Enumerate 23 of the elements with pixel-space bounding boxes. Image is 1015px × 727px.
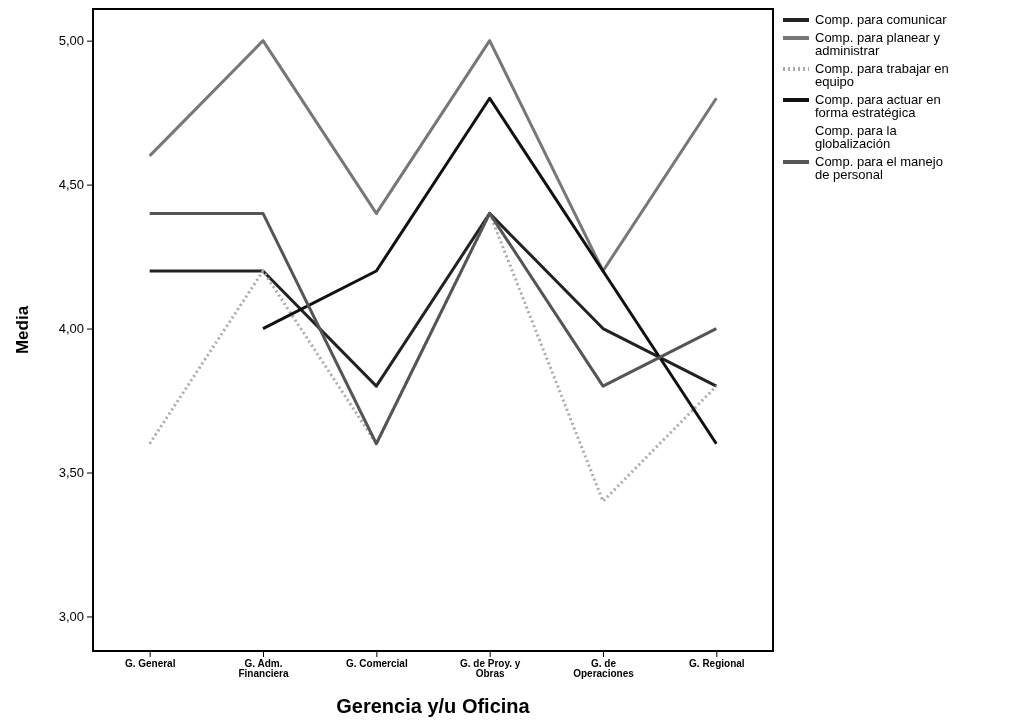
y-axis-title: Media <box>13 305 32 355</box>
x-tick-label: G. Comercial <box>345 658 408 670</box>
line-series <box>148 211 718 446</box>
legend-label: Comp. para comunicar <box>815 12 948 27</box>
x-axis-title: Gerencia y/u Oficina <box>336 695 531 717</box>
legend-label: Comp. para actuar en forma estratégica <box>815 92 941 120</box>
y-tick-label: 4,50 <box>58 177 84 193</box>
y-tick-label: 5,00 <box>58 33 84 49</box>
y-tick-label: 3,00 <box>58 609 84 625</box>
y-tick-label: 4,00 <box>58 321 84 337</box>
legend-label: Comp. para el manejo de personal <box>815 154 943 182</box>
text: Comp. para la globalización <box>815 123 898 151</box>
x-tick-label: G. de Operaciones <box>573 658 635 680</box>
legend-label: Comp. para trabajar en equipo <box>815 61 949 89</box>
x-tick-label: G. Regional <box>689 658 745 670</box>
x-tick-label: G. Adm. Financiera <box>238 658 289 680</box>
line-series <box>148 39 718 273</box>
line-series <box>148 211 718 388</box>
y-tick-label: 3,50 <box>58 465 84 481</box>
line-series <box>261 96 718 446</box>
x-tick-label: G. General <box>124 658 176 670</box>
legend-label: Comp. para planear y administrar <box>815 30 941 58</box>
x-tick-label: G. de Proy. y Obras <box>459 658 521 680</box>
